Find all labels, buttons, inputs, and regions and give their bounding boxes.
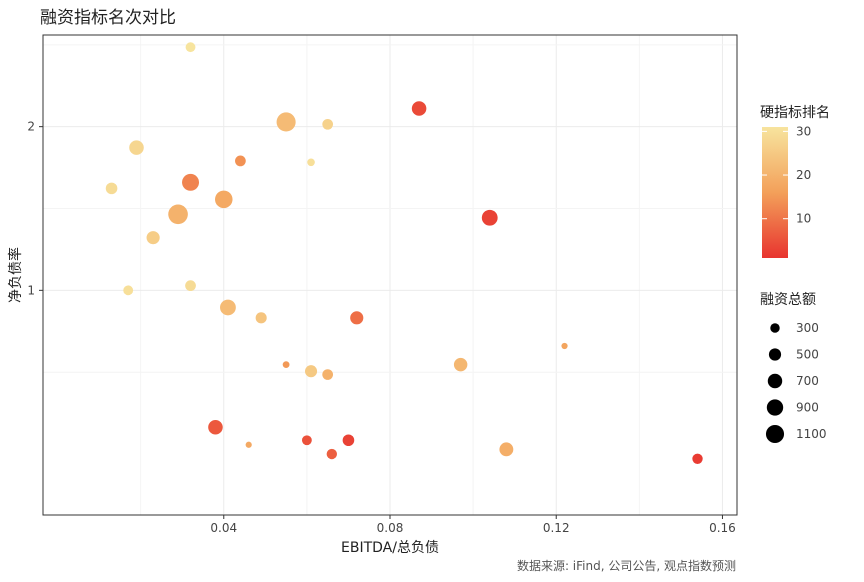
data-point	[453, 357, 468, 372]
size-legend-dot	[770, 323, 780, 333]
data-points	[105, 42, 703, 464]
size-legend-label: 700	[796, 374, 819, 388]
data-point	[185, 280, 196, 292]
size-legend-dot	[766, 399, 784, 416]
chart-title: 融资指标名次对比	[40, 8, 176, 28]
data-point	[245, 441, 252, 448]
data-point	[350, 311, 364, 325]
data-point	[255, 312, 267, 324]
data-point	[322, 118, 334, 130]
data-point	[481, 209, 498, 226]
data-point	[301, 435, 312, 446]
axes: 0.04 0.08 0.12 0.16 1 2 EBITDA/总负债 净负债率	[7, 120, 736, 556]
data-point	[220, 299, 236, 316]
source-note: 数据来源: iFind, 公司公告, 观点指数预测	[516, 559, 736, 573]
data-point	[342, 434, 355, 447]
x-tick-label: 0.16	[709, 521, 736, 535]
data-point	[123, 285, 134, 296]
size-legend-title: 融资总额	[760, 292, 816, 308]
data-point	[182, 173, 200, 191]
data-point	[326, 448, 338, 460]
data-point	[322, 369, 334, 380]
colorbar-tick-label: 10	[796, 212, 811, 226]
data-point	[276, 112, 296, 132]
x-tick-label: 0.04	[210, 521, 237, 535]
data-point	[692, 453, 703, 464]
size-legend-label: 500	[796, 348, 819, 362]
data-point	[215, 190, 233, 209]
data-point	[146, 231, 160, 245]
data-point	[235, 155, 246, 167]
data-point	[411, 101, 427, 116]
x-tick-label: 0.12	[543, 521, 570, 535]
size-legend-dot	[765, 424, 785, 444]
grid-lines	[43, 35, 737, 515]
data-point	[307, 158, 315, 167]
size-legend-dot	[767, 373, 783, 389]
x-axis-label: EBITDA/总负债	[341, 540, 439, 556]
size-legend-label: 900	[796, 401, 819, 415]
data-point	[304, 365, 318, 378]
data-point	[105, 182, 118, 195]
y-axis-label: 净负债率	[7, 247, 24, 303]
data-point	[129, 140, 144, 155]
colorbar-tick-label: 20	[796, 168, 811, 182]
y-tick-label: 2	[27, 120, 35, 134]
data-point	[185, 42, 196, 53]
legend: 硬指标排名 10 20 30 融资总额 300 500 700 900 1100	[760, 105, 830, 444]
size-legend-label: 1100	[796, 427, 827, 441]
x-tick-label: 0.08	[377, 521, 404, 535]
y-tick-label: 1	[27, 283, 35, 297]
data-point	[499, 442, 514, 457]
data-point	[282, 361, 290, 369]
data-point	[208, 419, 223, 435]
size-legend-dot	[768, 348, 782, 361]
size-legend-label: 300	[796, 321, 819, 335]
colorbar-tick-label: 30	[796, 124, 811, 138]
data-point	[561, 342, 568, 350]
data-point	[168, 204, 188, 225]
color-legend-title: 硬指标排名	[760, 105, 830, 121]
colorbar	[762, 127, 788, 258]
